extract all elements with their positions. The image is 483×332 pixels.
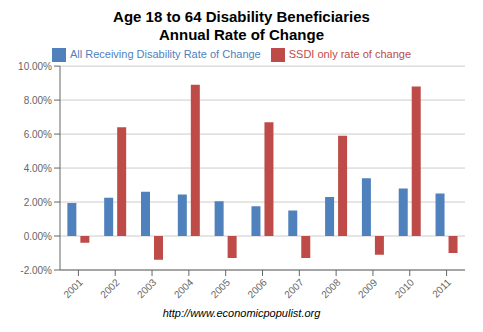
html-text:Annual Rate of Change: Annual Rate of Change [159, 26, 324, 43]
html-text:All Receiving Disability Rate: All Receiving Disability Rate of Change [70, 48, 261, 60]
svg-text:2006: 2006 [245, 276, 269, 300]
svg-text:2001: 2001 [61, 276, 85, 300]
html-text:Age 18 to 64 Disability Benefi: Age 18 to 64 Disability Beneficiaries [113, 8, 370, 25]
svg-text:2010: 2010 [393, 276, 417, 300]
svg-text:2005: 2005 [209, 276, 233, 300]
svg-text:2003: 2003 [135, 276, 159, 300]
svg-text:2.00%: 2.00% [24, 197, 52, 208]
svg-text:6.00%: 6.00% [24, 129, 52, 140]
svg-text:2011: 2011 [430, 276, 453, 299]
html-text:SSDI only rate of change: SSDI only rate of change [288, 48, 411, 60]
svg-text:10.00%: 10.00% [18, 61, 52, 72]
svg-text:2009: 2009 [356, 276, 380, 300]
svg-text:2004: 2004 [172, 276, 196, 300]
html-text:http://www.economicpopulist.or: http://www.economicpopulist.org [162, 307, 321, 319]
svg-text:2008: 2008 [319, 276, 343, 300]
svg-text:0.00%: 0.00% [24, 231, 52, 242]
svg-text:-2.00%: -2.00% [20, 265, 52, 276]
svg-text:2002: 2002 [98, 276, 122, 300]
svg-text:4.00%: 4.00% [24, 163, 52, 174]
svg-text:2007: 2007 [282, 276, 306, 300]
svg-text:8.00%: 8.00% [24, 95, 52, 106]
